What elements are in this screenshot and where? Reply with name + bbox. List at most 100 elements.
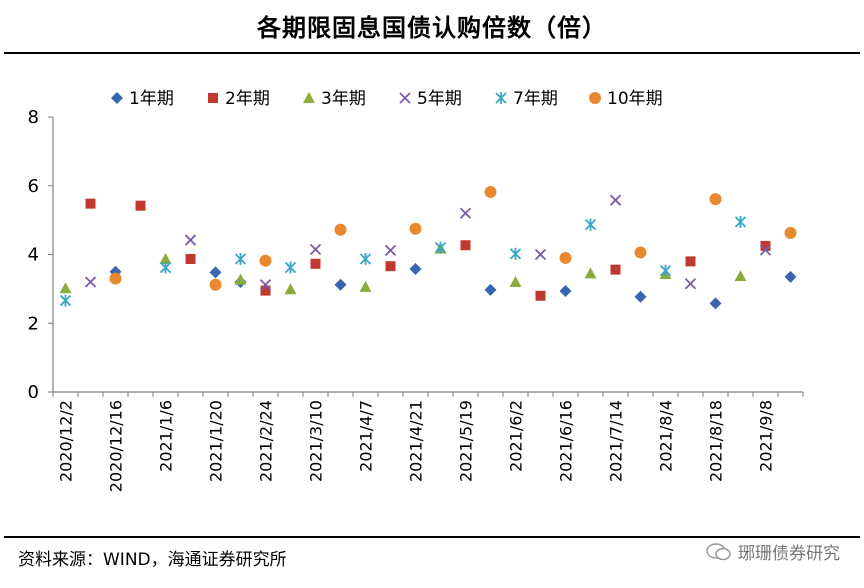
data-point [509, 247, 522, 260]
data-point [259, 254, 272, 267]
x-tick-label: 2021/7/14 [607, 400, 626, 482]
legend-item: 2年期 [208, 89, 270, 109]
data-point [385, 261, 396, 272]
legend-marker [303, 92, 315, 103]
x-tick-label: 2021/1/20 [207, 400, 226, 482]
series-3 [59, 242, 747, 295]
x-tick-label: 2021/3/10 [307, 400, 326, 482]
data-point [284, 283, 297, 295]
data-point [634, 246, 647, 259]
legend-item: 1年期 [111, 89, 174, 109]
data-point [359, 280, 372, 292]
y-tick-label: 0 [28, 382, 39, 403]
data-point [159, 261, 172, 274]
footer-divider [4, 536, 860, 538]
y-tick-label: 4 [28, 245, 39, 266]
x-tick-label: 2021/1/6 [157, 400, 176, 472]
series-5 [59, 215, 747, 307]
x-tick-label: 2021/6/2 [507, 400, 526, 472]
x-tick-label: 2021/2/24 [257, 400, 276, 482]
title-divider [4, 52, 860, 54]
legend-item: 7年期 [495, 89, 558, 109]
data-point [760, 240, 771, 251]
data-point [659, 264, 672, 277]
data-point [185, 253, 196, 264]
data-point [484, 283, 497, 296]
data-point [334, 278, 347, 291]
data-point [684, 278, 697, 290]
legend-marker [111, 92, 123, 104]
data-point [534, 248, 547, 261]
data-point [209, 266, 222, 279]
data-point [484, 185, 497, 198]
data-point [85, 198, 96, 209]
chart-title: 各期限固息国债认购倍数（倍） [257, 14, 607, 42]
data-point [159, 252, 172, 264]
data-point [384, 244, 397, 257]
x-tick-label: 2021/4/21 [407, 400, 426, 482]
data-point [409, 262, 422, 275]
x-tick-label: 2021/8/4 [657, 400, 676, 472]
legend-marker [589, 92, 601, 104]
data-point [259, 279, 272, 291]
data-point [460, 240, 471, 251]
x-tick-label: 2020/12/2 [57, 400, 76, 482]
data-point [610, 264, 621, 275]
legend-label: 2年期 [225, 89, 270, 109]
data-point [234, 252, 247, 265]
data-point [759, 244, 772, 256]
legend-label: 7年期 [513, 89, 558, 109]
data-marks [59, 185, 797, 310]
data-point [509, 276, 522, 287]
data-point [209, 278, 222, 291]
data-point [135, 200, 146, 211]
series-6 [109, 185, 797, 291]
legend-item: 5年期 [399, 89, 462, 109]
y-tick-label: 6 [28, 176, 39, 197]
legend-marker [495, 92, 507, 104]
data-point [559, 284, 572, 297]
x-tick-label: 2021/4/7 [357, 400, 376, 472]
brand-name: 琊珊债券研究 [738, 544, 840, 564]
data-point [784, 226, 797, 239]
legend-marker [208, 93, 218, 103]
series-4 [84, 194, 772, 291]
data-point [734, 270, 747, 282]
data-point [59, 294, 72, 307]
data-point [359, 252, 372, 265]
legend-marker [399, 92, 411, 104]
data-point [634, 290, 647, 303]
legend-item: 10年期 [589, 89, 663, 109]
data-point [59, 282, 72, 294]
legend-label: 10年期 [607, 89, 663, 109]
data-point [84, 276, 97, 288]
series-2 [85, 198, 771, 301]
legend-item: 3年期 [303, 89, 366, 109]
x-tick-label: 2021/8/18 [707, 400, 726, 482]
data-point [109, 272, 122, 285]
data-point [535, 290, 546, 301]
data-point [584, 267, 597, 279]
data-point [734, 215, 747, 228]
x-tick-label: 2021/5/19 [457, 400, 476, 482]
data-point [784, 270, 797, 283]
axes: 0 2 4 6 8 2020/12/2 2020/12/16 2021/1/6 2021/1/2… [28, 107, 804, 492]
wechat-icon [706, 542, 732, 562]
x-tick-label: 2021/6/16 [557, 400, 576, 482]
data-point [685, 256, 696, 267]
data-point [184, 234, 197, 246]
brand-watermark: 琊珊债券研究 [706, 539, 840, 564]
chart-area: 0 2 4 6 8 2020/12/2 2020/12/16 2021/1/6 2021/1/2… [28, 89, 804, 492]
legend-label: 5年期 [417, 89, 462, 109]
y-tick-label: 2 [28, 313, 39, 334]
data-point [559, 251, 572, 264]
data-point [334, 223, 347, 236]
data-point [459, 207, 472, 219]
data-point [609, 194, 622, 206]
data-point [234, 273, 247, 285]
data-point [434, 241, 447, 254]
data-point [709, 193, 722, 206]
data-point [260, 285, 271, 296]
data-point [584, 218, 597, 231]
data-point [284, 261, 297, 274]
